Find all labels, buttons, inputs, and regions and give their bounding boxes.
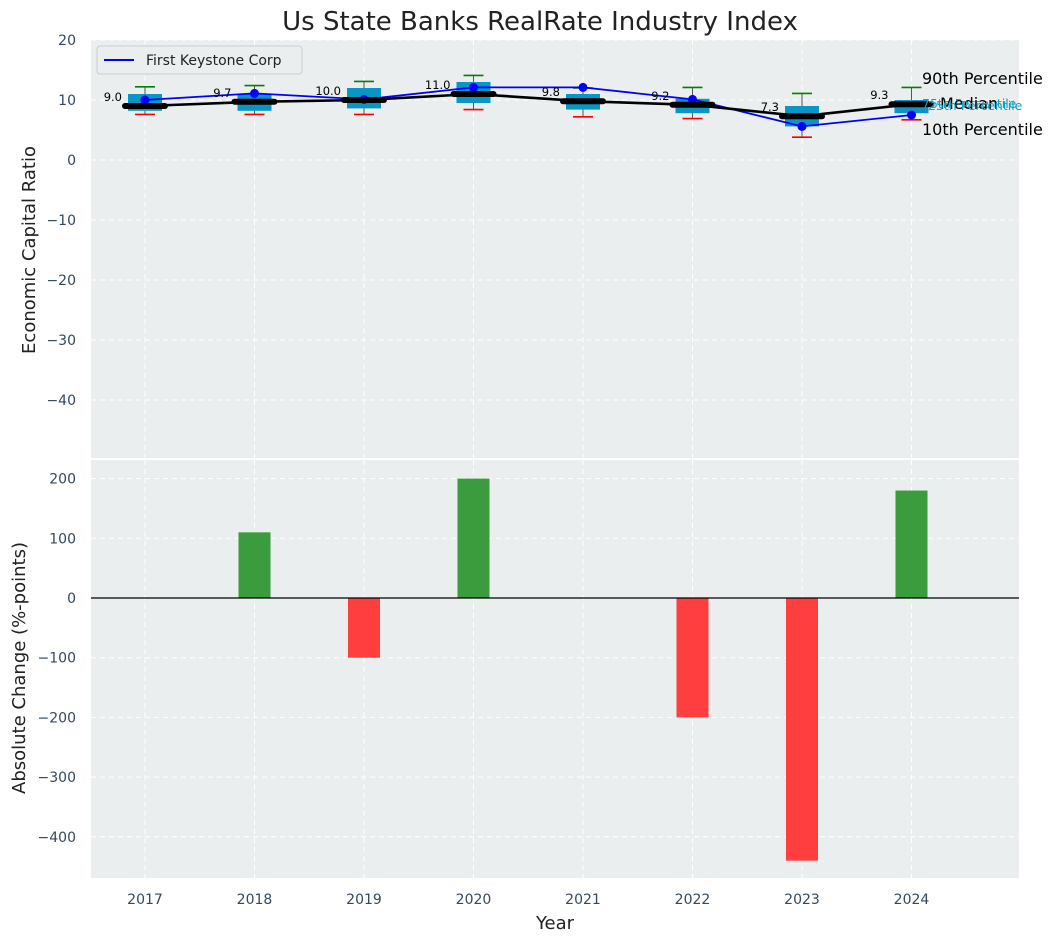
median-value-label: 9.2 xyxy=(651,89,669,103)
median-value-labels: 9.0 9.7 10.0 11.0 9.8 9.2 7.3 9.3 xyxy=(104,78,889,114)
axis-ticks: 20100−10−20−30−402001000−100−200−300−400… xyxy=(38,33,930,908)
median-value-label: 9.8 xyxy=(542,85,560,99)
top-y-tick-label: −40 xyxy=(46,393,76,409)
x-tick-label: 2018 xyxy=(237,892,273,908)
median-value-label: 9.3 xyxy=(870,88,888,102)
bottom-y-axis-label: Absolute Change (%-points) xyxy=(9,542,30,794)
bottom-plot-area xyxy=(91,460,1019,878)
company-point xyxy=(469,82,478,92)
bottom-y-tick-label: −200 xyxy=(38,710,76,726)
top-y-tick-label: −30 xyxy=(46,333,76,349)
x-tick-label: 2017 xyxy=(127,892,163,908)
bottom-y-tick-label: 0 xyxy=(67,591,76,607)
x-tick-label: 2022 xyxy=(675,892,711,908)
annotation-p25: 25th Percentile xyxy=(928,98,1023,113)
median-value-label: 7.3 xyxy=(761,100,779,114)
top-y-axis-label: Economic Capital Ratio xyxy=(19,146,40,354)
annotation-median: Median xyxy=(940,94,998,113)
bottom-y-tick-label: −400 xyxy=(38,830,76,846)
top-y-tick-label: −10 xyxy=(46,213,76,229)
bottom-y-tick-label: −100 xyxy=(38,651,76,667)
change-bar xyxy=(238,532,271,598)
change-bar xyxy=(457,478,490,598)
top-y-tick-label: −20 xyxy=(46,273,76,289)
bottom-y-tick-label: 100 xyxy=(49,531,76,547)
top-y-tick-label: 10 xyxy=(58,93,76,109)
x-axis-label: Year xyxy=(535,913,575,934)
median-value-label: 10.0 xyxy=(315,84,341,98)
chart-title: Us State Banks RealRate Industry Index xyxy=(282,7,798,37)
change-bar xyxy=(348,598,380,658)
median-value-label: 11.0 xyxy=(425,78,451,92)
median-value-label: 9.7 xyxy=(213,86,231,100)
annotation-p90: 90th Percentile xyxy=(922,69,1043,88)
company-point xyxy=(907,110,916,120)
change-bar xyxy=(895,490,928,598)
annotation-p10: 10th Percentile xyxy=(922,120,1043,139)
bottom-y-tick-label: −300 xyxy=(38,770,76,786)
legend: First Keystone Corp xyxy=(96,45,303,75)
company-point xyxy=(688,94,697,104)
median-series xyxy=(122,91,935,120)
x-tick-label: 2019 xyxy=(346,892,382,908)
top-y-tick-label: 20 xyxy=(58,33,76,49)
x-tick-label: 2023 xyxy=(784,892,820,908)
x-tick-label: 2021 xyxy=(565,892,601,908)
top-y-tick-label: 0 xyxy=(67,153,76,169)
company-line xyxy=(144,86,912,128)
x-tick-label: 2020 xyxy=(456,892,492,908)
company-point xyxy=(250,88,259,98)
x-tick-label: 2024 xyxy=(894,892,930,908)
annotation-p75: 75th Percentile xyxy=(922,96,1017,111)
legend-label: First Keystone Corp xyxy=(146,53,282,69)
change-bars xyxy=(91,478,1019,861)
percentile-annotations: 90th Percentile 75th Percentile Median 2… xyxy=(922,69,1043,139)
legend-box xyxy=(96,45,303,75)
change-bar xyxy=(786,598,818,861)
company-point xyxy=(140,95,150,105)
company-point xyxy=(578,82,588,92)
change-bar xyxy=(676,598,709,718)
company-point xyxy=(797,121,807,131)
bottom-y-tick-label: 200 xyxy=(49,472,76,488)
median-value-label: 9.0 xyxy=(104,90,122,104)
